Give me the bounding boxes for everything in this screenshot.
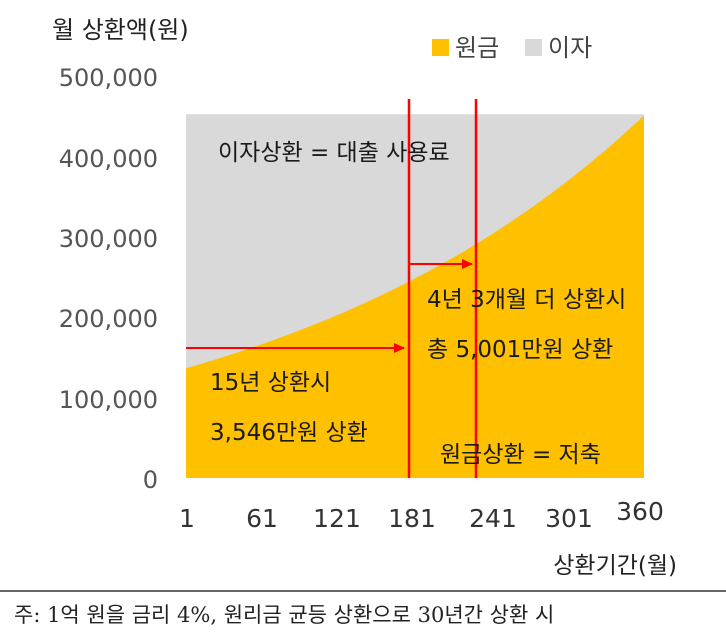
annotation-fifteen-line1: 15년 상환시 (210, 370, 331, 396)
annotation-principal-region: 원금상환 = 저축 (440, 442, 601, 468)
y-axis-title: 월 상환액(원) (52, 16, 189, 44)
y-tick-label: 200,000 (59, 305, 158, 333)
x-tick-label: 241 (469, 504, 517, 533)
legend-swatch-interest (525, 39, 542, 56)
legend-label-interest: 이자 (548, 34, 592, 62)
y-tick-label: 100,000 (59, 386, 158, 414)
principal-area (186, 115, 644, 479)
legend-swatch-principal (432, 39, 449, 56)
x-tick-label: 121 (313, 504, 361, 533)
footnote: 주: 1억 원을 금리 4%, 원리금 균등 상환으로 30년간 상환 시 (14, 603, 554, 627)
x-tick-label: 301 (545, 504, 593, 533)
x-tick-label: 360 (616, 497, 664, 526)
x-tick-label: 1 (179, 504, 195, 533)
x-axis-title: 상환기간(월) (553, 553, 677, 579)
legend: 원금 이자 (432, 34, 592, 62)
annotation-extra-line2: 총 5,001만원 상환 (427, 337, 613, 363)
y-tick-labels: 500,000 400,000 300,000 200,000 100,000 … (59, 64, 158, 494)
annotation-fifteen-line2: 3,546만원 상환 (210, 420, 368, 446)
y-tick-label: 500,000 (59, 64, 158, 92)
y-tick-label: 0 (143, 466, 158, 494)
annotation-extra-line1: 4년 3개월 더 상환시 (427, 287, 626, 313)
x-tick-label: 181 (388, 504, 436, 533)
annotation-interest-region: 이자상환 = 대출 사용료 (218, 140, 450, 166)
x-tick-labels: 1 61 121 181 241 301 360 (179, 497, 664, 533)
y-tick-label: 400,000 (59, 145, 158, 173)
y-tick-label: 300,000 (59, 225, 158, 253)
legend-label-principal: 원금 (455, 34, 499, 62)
x-tick-label: 61 (246, 504, 278, 533)
